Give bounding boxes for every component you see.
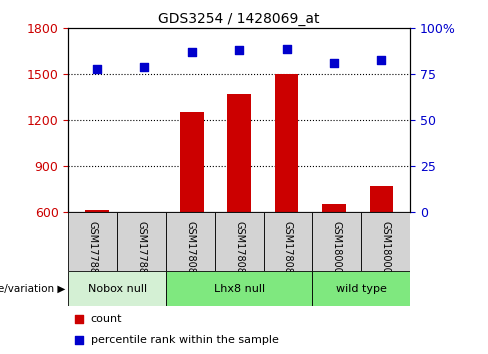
Bar: [322, 204, 346, 212]
Bar: [68, 212, 117, 271]
Text: GSM178084: GSM178084: [185, 221, 195, 280]
Bar: [275, 74, 299, 212]
Text: wild type: wild type: [336, 284, 386, 293]
Point: [93, 66, 101, 72]
Bar: [369, 185, 393, 212]
Bar: [264, 212, 312, 271]
Point: [188, 50, 196, 55]
Point: [378, 57, 386, 62]
Point: [75, 316, 82, 321]
Text: GSM178085: GSM178085: [234, 221, 244, 280]
Bar: [312, 212, 361, 271]
Bar: [68, 271, 166, 306]
Point: [283, 46, 290, 51]
Text: GSM180004: GSM180004: [332, 221, 342, 280]
Text: GSM177883: GSM177883: [137, 221, 146, 280]
Text: percentile rank within the sample: percentile rank within the sample: [91, 335, 278, 345]
Text: Nobox null: Nobox null: [87, 284, 147, 293]
Point: [141, 64, 148, 70]
Bar: [227, 94, 251, 212]
Bar: [85, 210, 109, 212]
Point: [330, 61, 338, 66]
Bar: [117, 212, 166, 271]
Title: GDS3254 / 1428069_at: GDS3254 / 1428069_at: [159, 12, 320, 26]
Text: genotype/variation ▶: genotype/variation ▶: [0, 284, 65, 293]
Bar: [312, 271, 410, 306]
Text: count: count: [91, 314, 122, 324]
Bar: [180, 112, 203, 212]
Text: GSM177882: GSM177882: [88, 221, 98, 280]
Text: Lhx8 null: Lhx8 null: [214, 284, 264, 293]
Bar: [215, 212, 264, 271]
Point: [75, 337, 82, 343]
Text: GSM180005: GSM180005: [381, 221, 390, 280]
Bar: [166, 271, 312, 306]
Point: [235, 47, 243, 53]
Bar: [361, 212, 410, 271]
Bar: [166, 212, 215, 271]
Text: GSM178086: GSM178086: [283, 221, 293, 280]
